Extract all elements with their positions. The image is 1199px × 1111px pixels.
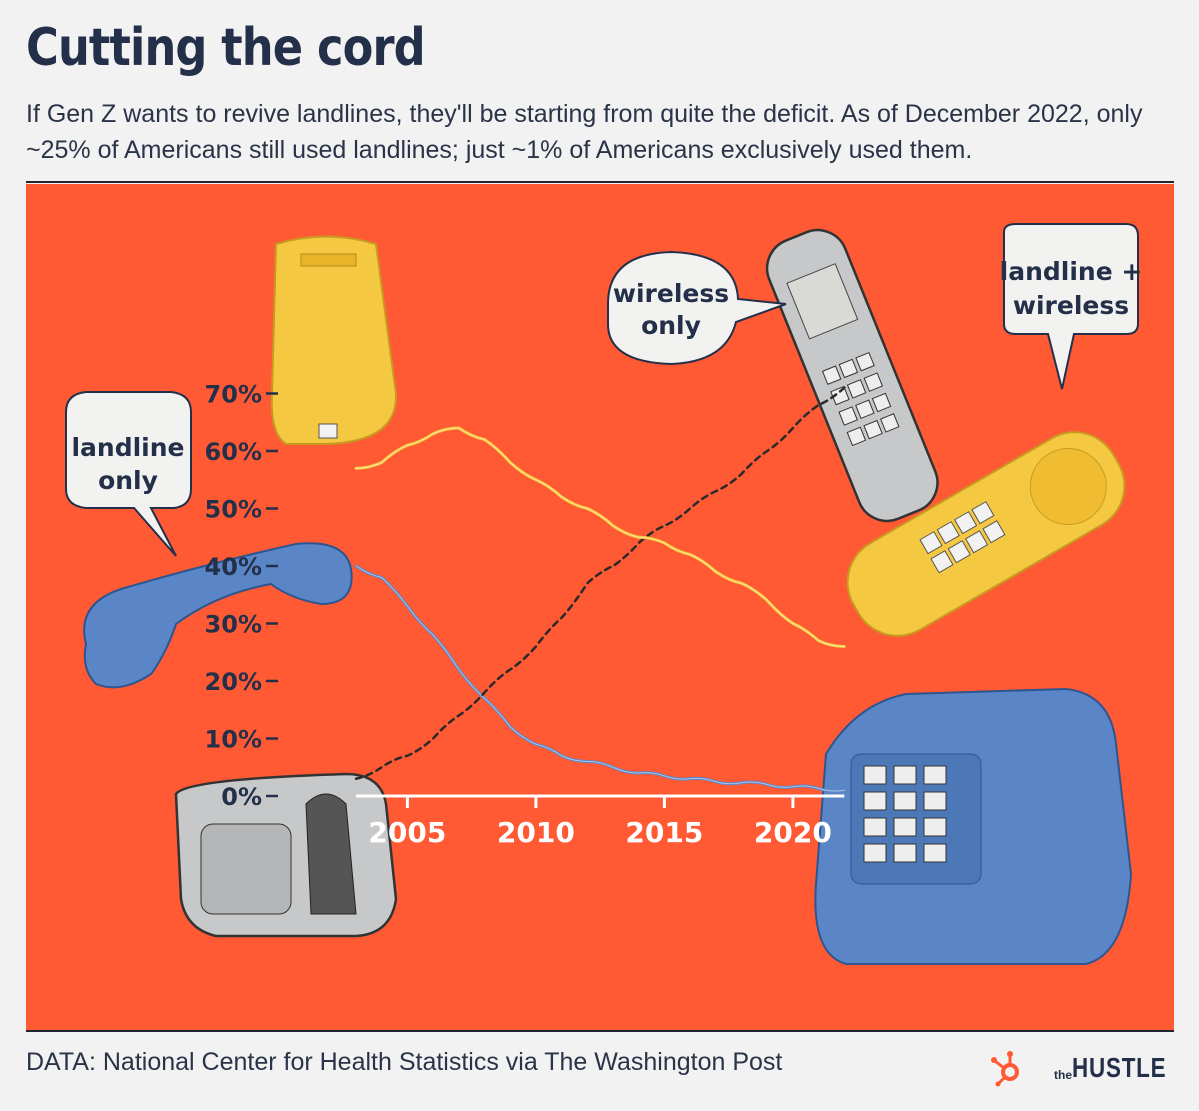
bottom-divider xyxy=(26,1030,1174,1032)
hubspot-sprocket-icon xyxy=(991,1051,1019,1087)
chart-panel: 0% 10% 20% 30% 40% 50% 60% 70% 2005 2010 2015 2020… xyxy=(26,184,1174,1030)
series-line-highlight xyxy=(355,565,845,792)
landline-only-bubble: landline only xyxy=(65,391,192,557)
landline-only-label-line-2: only xyxy=(98,466,158,495)
brand-the: the xyxy=(1054,1068,1072,1082)
blue-handset-illustration xyxy=(83,542,353,689)
x-tick-label: 2015 xyxy=(625,816,703,849)
y-axis: 0% 10% 20% 30% 40% 50% 60% 70% xyxy=(205,381,278,811)
wireless-only-label-line-2: only xyxy=(641,311,701,340)
y-tick-label: 40% xyxy=(205,553,262,581)
brand-name: HUSTLE xyxy=(1072,1052,1167,1083)
y-tick-label: 10% xyxy=(205,726,262,754)
x-tick-label: 2020 xyxy=(754,816,832,849)
source-note: DATA: National Center for Health Statist… xyxy=(26,1048,783,1076)
series-line-landline-wireless xyxy=(354,426,846,649)
series-line-wireless-only xyxy=(354,386,846,780)
x-tick-label: 2005 xyxy=(368,816,446,849)
page-subtitle: If Gen Z wants to revive landlines, they… xyxy=(26,100,1143,164)
page-title: Cutting the cord xyxy=(26,18,426,78)
line-chart: 0% 10% 20% 30% 40% 50% 60% 70% 2005 2010 2015 2020… xyxy=(65,223,1143,965)
gray-cordless-handset-illustration xyxy=(765,228,939,523)
blue-touchtone-desk-phone-illustration xyxy=(814,687,1133,965)
y-tick-label: 30% xyxy=(205,611,262,639)
series-line-landline-only xyxy=(354,564,846,793)
landline-plus-wireless-label-line-1: landline + xyxy=(1000,257,1143,286)
gray-cordless-base-illustration xyxy=(174,772,398,938)
series-line-highlight xyxy=(355,427,845,648)
y-tick-label: 50% xyxy=(205,496,262,524)
brand-logo: the HUSTLE xyxy=(988,1046,1178,1087)
wireless-only-label-line-1: wireless xyxy=(613,279,729,308)
y-tick-label: 20% xyxy=(205,668,262,696)
yellow-wall-phone-base-illustration xyxy=(270,235,398,445)
landline-plus-wireless-label-line-2: wireless xyxy=(1013,291,1129,320)
landline-plus-wireless-bubble: landline + wireless xyxy=(1000,223,1143,390)
yellow-trimline-handset-illustration xyxy=(846,431,1126,637)
y-tick-label: 0% xyxy=(221,783,262,811)
y-tick-label: 70% xyxy=(205,381,262,409)
wireless-only-bubble: wireless only xyxy=(607,250,787,366)
y-tick-label: 60% xyxy=(205,438,262,466)
landline-only-label-line-1: landline xyxy=(71,433,184,462)
x-tick-label: 2010 xyxy=(497,816,575,849)
series-layer xyxy=(354,386,846,793)
top-divider xyxy=(26,181,1174,183)
x-axis: 2005 2010 2015 2020 xyxy=(356,794,845,849)
